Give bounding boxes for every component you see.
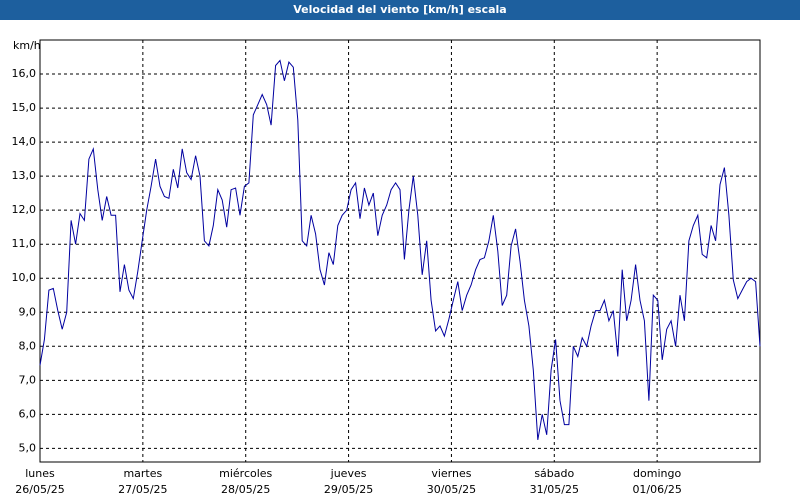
x-tick-date: 01/06/25 — [632, 483, 681, 496]
x-tick-label: miércoles — [219, 467, 272, 480]
y-tick-label: 7,0 — [19, 373, 37, 386]
x-tick-label: lunes — [25, 467, 55, 480]
x-tick-label: jueves — [330, 467, 367, 480]
x-tick-date: 30/05/25 — [427, 483, 476, 496]
y-tick-label: 9,0 — [19, 305, 37, 318]
y-tick-label: 6,0 — [19, 407, 37, 420]
y-tick-label: 11,0 — [12, 237, 37, 250]
x-tick-label: sábado — [534, 467, 574, 480]
y-tick-label: 13,0 — [12, 169, 37, 182]
x-tick-label: martes — [123, 467, 162, 480]
chart: km/h 5,0 6,0 7,0 8,0 9,0 10,0 11,0 12,0 13,0 14,0… — [12, 39, 761, 496]
x-tick-date: 29/05/25 — [324, 483, 373, 496]
y-tick-label: 14,0 — [12, 135, 37, 148]
y-tick-label: 12,0 — [12, 203, 37, 216]
y-tick-label: 5,0 — [19, 441, 37, 454]
title-bar: Velocidad del viento [km/h] escala — [0, 0, 800, 20]
x-tick-date: 28/05/25 — [221, 483, 270, 496]
y-unit: km/h — [13, 39, 41, 52]
y-tick-label: 8,0 — [19, 339, 37, 352]
y-tick-label: 10,0 — [12, 271, 37, 284]
x-tick-date: 31/05/25 — [530, 483, 579, 496]
line-series — [39, 59, 761, 440]
plot-border — [39, 39, 761, 463]
x-tick-label: viernes — [431, 467, 471, 480]
plot-area — [40, 40, 760, 462]
x-tick-label: domingo — [633, 467, 681, 480]
y-tick-label: 16,0 — [12, 67, 37, 80]
y-tick-label: 15,0 — [12, 101, 37, 114]
x-tick-date: 27/05/25 — [118, 483, 167, 496]
x-tick-date: 26/05/25 — [15, 483, 64, 496]
